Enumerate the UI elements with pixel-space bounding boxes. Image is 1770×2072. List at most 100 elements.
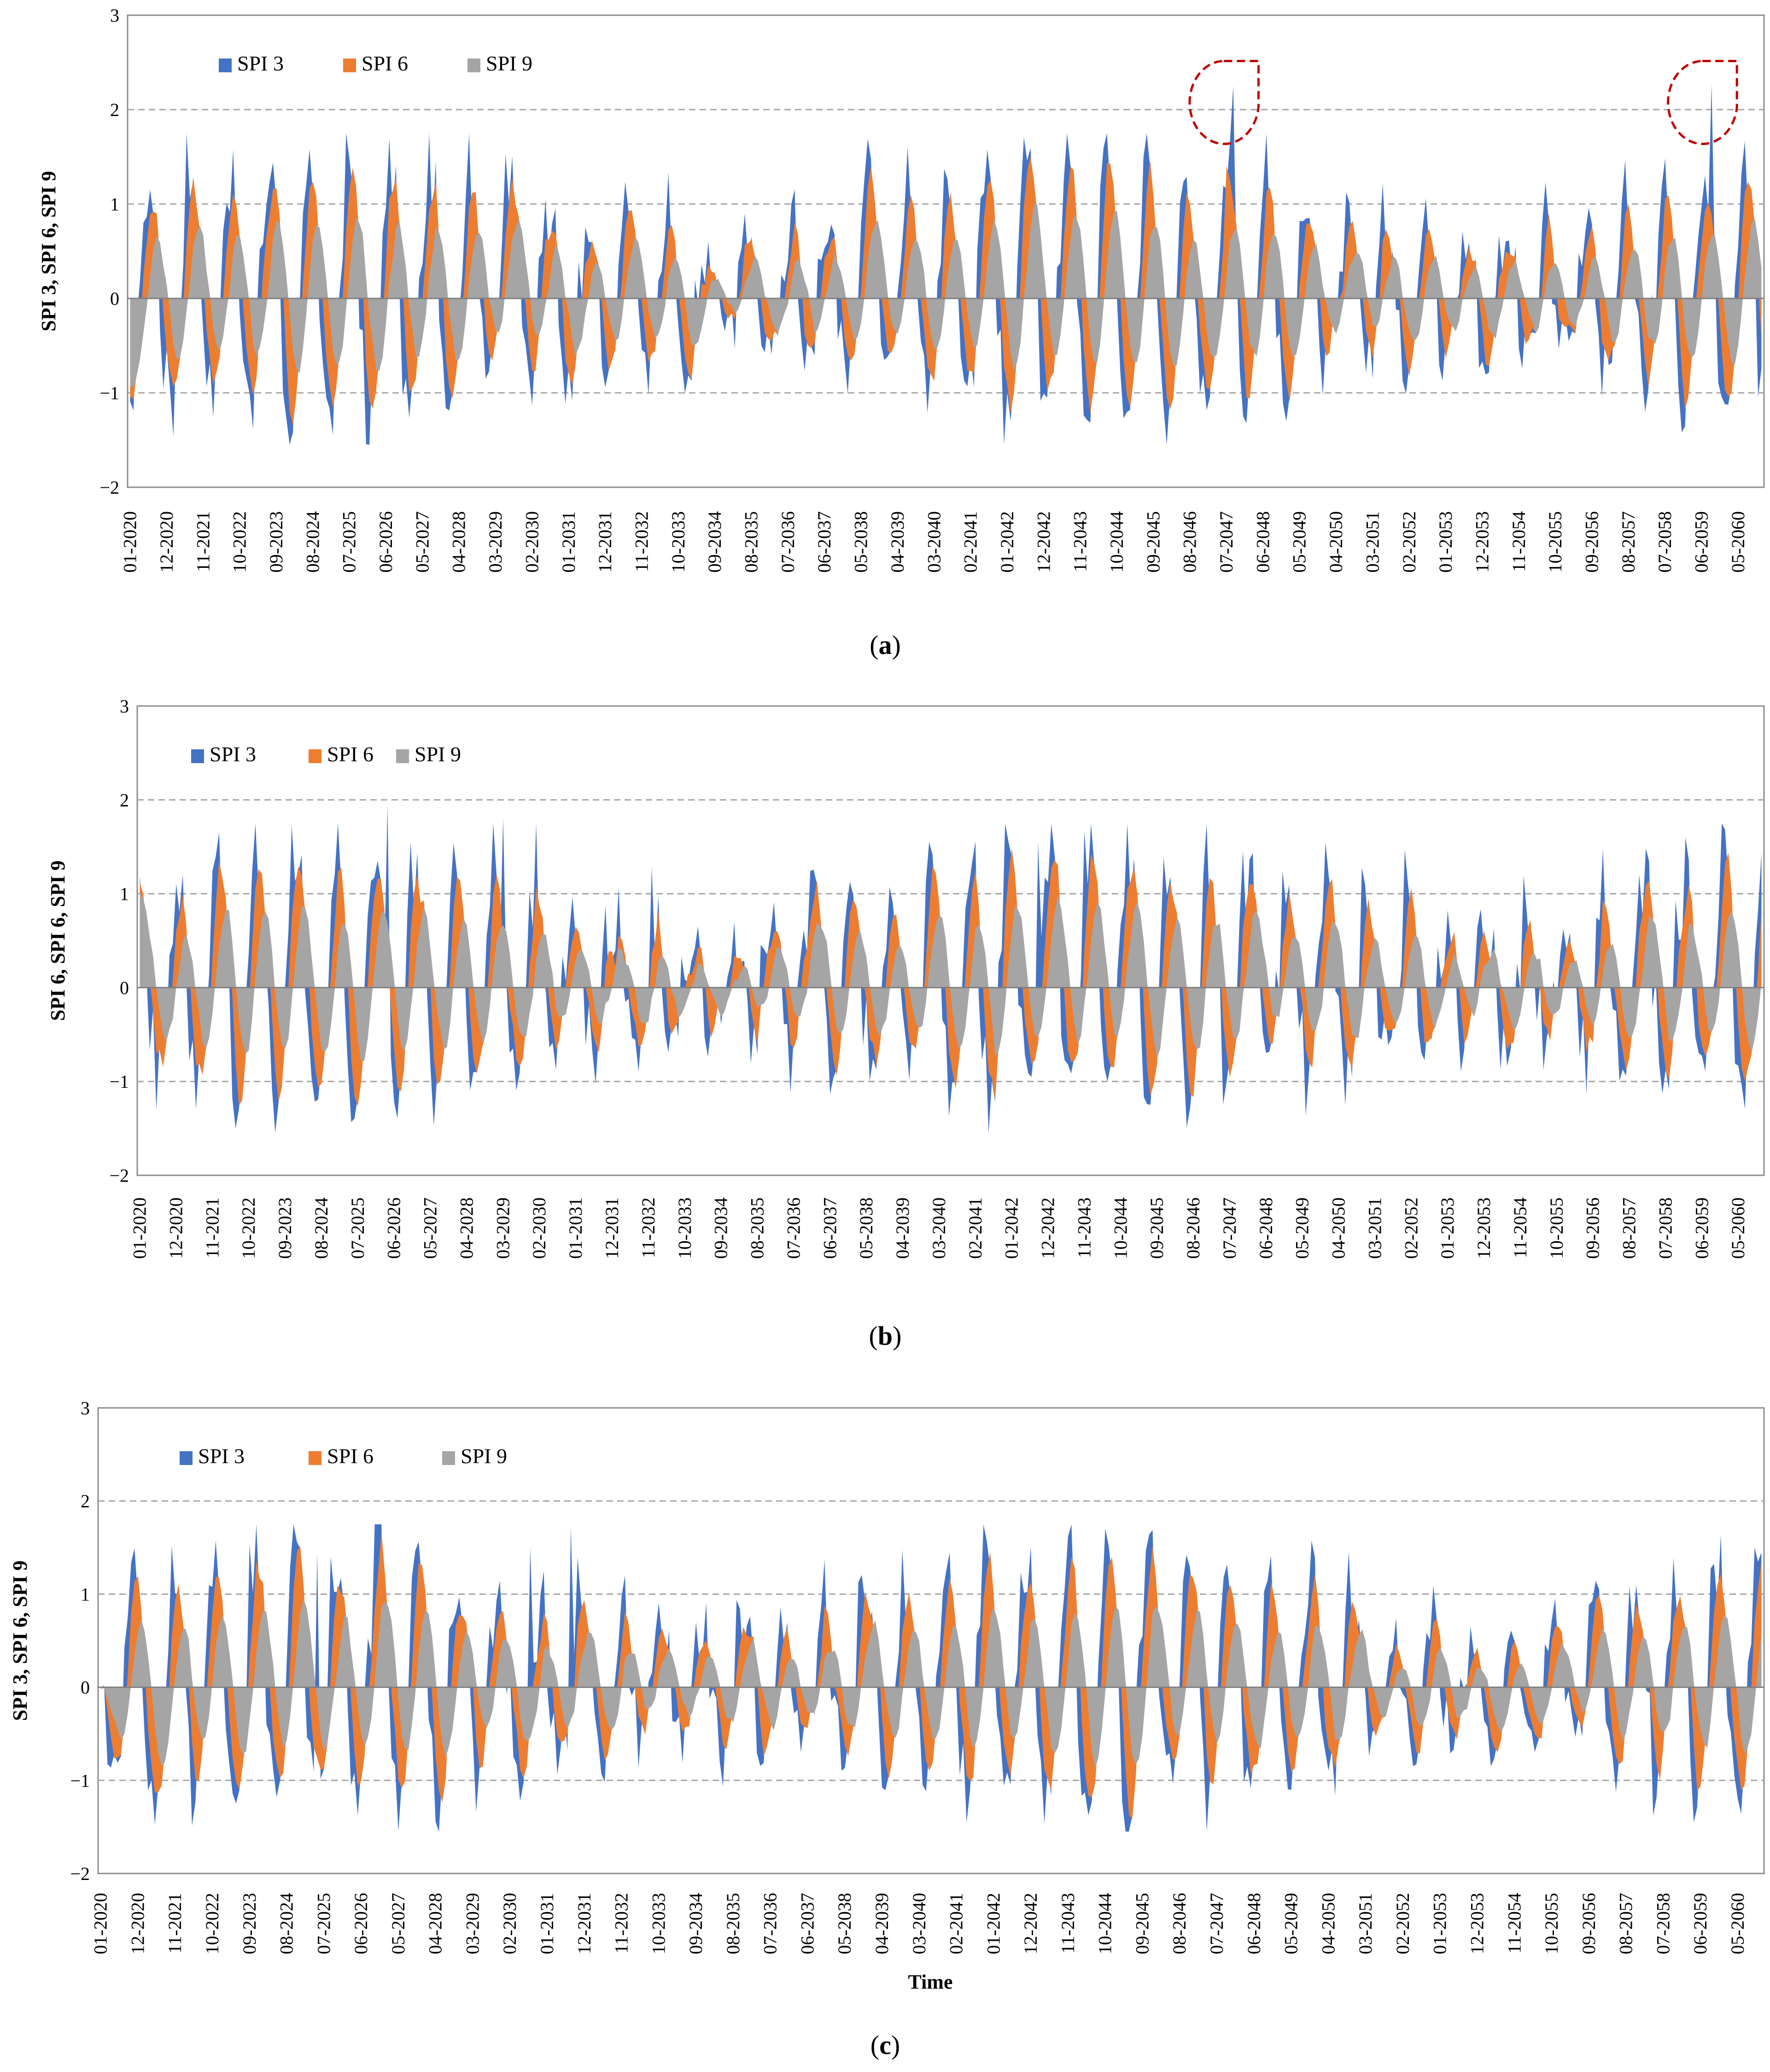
x-tick-label: 01-2020 — [129, 1197, 150, 1259]
x-tick-label: 01-2031 — [537, 1893, 557, 1954]
x-tick-label: 11-2032 — [631, 511, 652, 572]
x-tick-label: 07-2036 — [783, 1197, 804, 1259]
x-tick-label: 07-2036 — [777, 511, 798, 572]
chart-panel-a: 3 2 1 0 −2 −1 01-2020 12-2020 11-2021 10-2022 09-2… — [37, 5, 1765, 660]
x-tick-label: 04-2039 — [887, 511, 908, 572]
x-tick-label: 01-2053 — [1437, 1197, 1458, 1259]
x-tick-label: 01-2042 — [1001, 1197, 1022, 1259]
x-tick-label: 10-2044 — [1110, 1197, 1131, 1259]
y-tick-label: 0 — [81, 1677, 90, 1698]
x-tick-label: 10-2022 — [202, 1893, 222, 1954]
panel-caption: (a) — [870, 630, 901, 660]
x-tick-label: 07-2025 — [347, 1197, 368, 1259]
x-tick-label: 10-2055 — [1541, 1893, 1562, 1954]
y-tick-label: 3 — [81, 1398, 90, 1418]
x-tick-label: 06-2048 — [1256, 1197, 1276, 1259]
y-tick-label: 3 — [120, 696, 129, 717]
panel-caption: (b) — [869, 1321, 902, 1351]
x-tick-label: 06-2026 — [375, 511, 396, 572]
x-tick-label: 12-2042 — [1020, 1893, 1041, 1954]
x-tick-label: 04-2039 — [871, 1893, 892, 1954]
x-tick-label: 03-2051 — [1362, 511, 1383, 572]
x-tick-label: 06-2059 — [1691, 511, 1712, 572]
x-tick-label: 12-2053 — [1472, 511, 1492, 572]
x-tick-label: 10-2055 — [1546, 1197, 1567, 1259]
x-tick-label: 06-2026 — [384, 1197, 404, 1259]
x-tick-label: 11-2043 — [1057, 1893, 1078, 1954]
x-tick-label: 01-2053 — [1430, 1893, 1450, 1954]
x-tick-label: 03-2040 — [929, 1197, 949, 1259]
x-tick-label: 11-2043 — [1074, 1197, 1094, 1258]
chart-panel-c: 3 2 1 0 −2 −1 01-2020 12-2020 11-2021 10-2022 09-2… — [9, 1398, 1765, 2060]
y-tick-label: −1 — [70, 1770, 90, 1791]
x-tick-label: 05-2038 — [856, 1197, 876, 1259]
x-tick-label: 04-2050 — [1318, 1893, 1338, 1954]
x-tick-label: 06-2048 — [1244, 1893, 1264, 1954]
x-tick-label: 12-2020 — [127, 1893, 148, 1954]
x-tick-label: 08-2035 — [747, 1197, 768, 1259]
x-tick-label: 09-2045 — [1146, 1197, 1167, 1259]
x-tick-label: 12-2020 — [156, 511, 177, 572]
x-tick-label: 07-2025 — [313, 1893, 334, 1954]
x-tick-label: 04-2028 — [456, 1197, 477, 1259]
y-tick-label: −1 — [99, 383, 119, 403]
x-tick-label: 03-2029 — [492, 1197, 513, 1259]
x-tick-label: 02-2030 — [499, 1893, 520, 1954]
y-tick-label: 1 — [120, 884, 129, 905]
x-tick-label: 04-2050 — [1328, 1197, 1349, 1259]
x-tick-label: 09-2023 — [239, 1893, 260, 1954]
x-tick-label: 04-2050 — [1326, 511, 1346, 572]
x-tick-label: 07-2047 — [1206, 1893, 1227, 1954]
x-tick-label: 12-2053 — [1466, 1893, 1487, 1954]
x-tick-label: 05-2060 — [1728, 1197, 1748, 1259]
x-tick-label: 07-2058 — [1655, 1197, 1676, 1259]
y-tick-label: 2 — [81, 1491, 90, 1512]
x-tick-label: 06-2037 — [819, 1197, 840, 1259]
x-tick-label: 05-2049 — [1281, 1893, 1302, 1954]
x-tick-label: 10-2044 — [1106, 511, 1127, 572]
y-tick-label: −1 — [109, 1071, 129, 1092]
y-tick-label: 1 — [81, 1584, 90, 1605]
x-tick-label: 05-2049 — [1292, 1197, 1313, 1259]
x-tick-label: 03-2029 — [462, 1893, 483, 1954]
y-tick-label: 0 — [120, 977, 129, 998]
y-tick-label: −2 — [70, 1863, 90, 1884]
legend-label: SPI 3 — [210, 742, 256, 766]
x-tick-label: 09-2045 — [1132, 1893, 1152, 1954]
x-tick-label: 10-2022 — [229, 511, 250, 572]
x-tick-label: 08-2057 — [1618, 511, 1639, 572]
legend-label: SPI 3 — [237, 52, 284, 75]
x-tick-label: 07-2036 — [760, 1893, 781, 1954]
x-tick-label: 12-2031 — [574, 1893, 595, 1954]
legend-swatch-spi6 — [343, 58, 356, 72]
x-tick-label: 08-2046 — [1169, 1893, 1190, 1954]
x-tick-label: 05-2060 — [1727, 1893, 1748, 1954]
x-tick-label: 03-2051 — [1364, 1197, 1385, 1259]
x-tick-label: 02-2052 — [1401, 1197, 1421, 1259]
x-tick-label: 10-2033 — [674, 1197, 695, 1259]
x-tick-label: 09-2034 — [711, 1197, 731, 1259]
highlight-callout — [1188, 60, 1260, 145]
x-tick-label: 09-2045 — [1143, 511, 1163, 572]
x-tick-label: 02-2052 — [1399, 511, 1420, 572]
x-tick-label: 05-2060 — [1728, 511, 1748, 572]
y-tick-label: 0 — [110, 288, 119, 309]
legend-swatch-spi3 — [180, 1451, 193, 1465]
x-tick-label: 06-2037 — [797, 1893, 818, 1954]
x-tick-label: 11-2043 — [1070, 511, 1091, 572]
series-spi6-area — [100, 1532, 1762, 1820]
x-tick-label: 12-2020 — [165, 1197, 186, 1259]
legend-label: SPI 6 — [327, 742, 374, 766]
x-tick-label: 03-2051 — [1355, 1893, 1376, 1954]
legend-swatch-spi3 — [219, 58, 232, 72]
y-axis-title: SPI 6, SPI 6, SPI 9 — [47, 860, 69, 1021]
series-spi6-area — [130, 156, 1762, 425]
x-tick-label: 11-2054 — [1508, 511, 1529, 572]
x-tick-label: 02-2030 — [529, 1197, 549, 1259]
x-tick-label: 12-2053 — [1473, 1197, 1494, 1259]
y-axis-title: SPI 3, SPI 6, SPI 9 — [9, 1560, 31, 1721]
x-tick-label: 11-2032 — [638, 1197, 659, 1258]
x-tick-label: 11-2054 — [1504, 1893, 1525, 1954]
x-tick-label: 07-2058 — [1654, 511, 1675, 572]
y-tick-label: 2 — [120, 790, 129, 811]
